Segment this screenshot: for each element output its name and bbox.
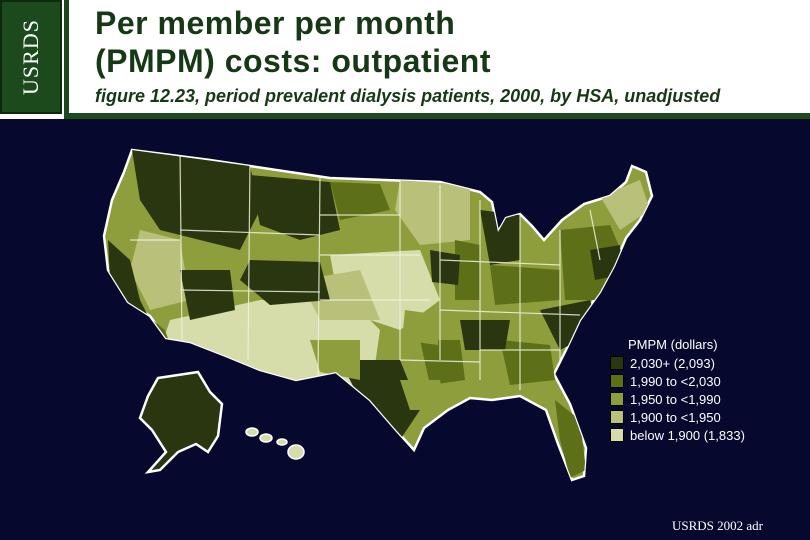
hsa-region-michigan <box>480 210 520 265</box>
alaska-map <box>138 370 224 474</box>
footer-credit: USRDS 2002 adr <box>672 518 764 533</box>
hsa-region-great-basin-dark <box>180 270 235 320</box>
hsa-region-northwest <box>132 150 260 250</box>
legend-label: 2,030+ (2,093) <box>630 355 715 371</box>
usrds-logo: USRDS <box>0 0 62 114</box>
hsa-region-mississippi <box>420 340 465 385</box>
conus-map <box>102 148 654 482</box>
header-vertical-rule <box>64 0 69 119</box>
legend-swatch <box>610 374 624 388</box>
legend-item: 1,900 to <1,950 <box>610 408 745 426</box>
header: USRDS Per member per month (PMPM) costs:… <box>0 0 810 119</box>
hsa-region-arkansas <box>402 310 440 345</box>
legend-swatch <box>610 428 624 442</box>
hawaii-island-1 <box>245 427 259 437</box>
legend-item: 2,030+ (2,093) <box>610 354 745 372</box>
alaska-shape <box>138 370 224 474</box>
hsa-region-texas-central <box>310 340 360 380</box>
hsa-region-ohio-valley <box>490 265 560 305</box>
hsa-region-great-basin <box>130 230 190 310</box>
state-borders <box>130 150 601 390</box>
header-horizontal-rule <box>64 113 810 119</box>
legend-swatch <box>610 410 624 424</box>
legend-item: 1,990 to <2,030 <box>610 372 745 390</box>
hsa-region-wyoming <box>240 260 330 305</box>
map-legend: PMPM (dollars) 2,030+ (2,093) 1,990 to <… <box>610 336 745 444</box>
legend-label: below 1,900 (1,833) <box>630 427 745 443</box>
title-line-1: Per member per month <box>95 5 456 41</box>
page-title: Per member per month (PMPM) costs: outpa… <box>95 4 615 80</box>
hawaii-map <box>245 427 305 460</box>
legend-items: 2,030+ (2,093) 1,990 to <2,030 1,950 to … <box>610 354 745 444</box>
legend-swatch <box>610 392 624 406</box>
title-line-2: (PMPM) costs: outpatient <box>95 43 491 79</box>
figure-subtitle: figure 12.23, period prevalent dialysis … <box>95 86 721 106</box>
legend-title: PMPM (dollars) <box>628 337 718 352</box>
hsa-region-northern-rockies <box>250 175 340 240</box>
logo-text: USRDS <box>18 19 43 95</box>
legend-label: 1,990 to <2,030 <box>630 373 721 389</box>
hawaii-island-4 <box>287 444 305 460</box>
hsa-region-georgia <box>500 340 555 385</box>
legend-item: 1,950 to <1,990 <box>610 390 745 408</box>
hsa-region-northeast-coast <box>590 245 620 280</box>
hsa-region-north-dakota <box>330 182 390 220</box>
hsa-region-midwest-patch <box>430 250 460 285</box>
us-hsa-map <box>102 148 654 482</box>
hsa-region-louisiana <box>400 380 445 410</box>
legend-item: below 1,900 (1,833) <box>610 426 745 444</box>
hsa-region-tennessee <box>460 320 510 350</box>
hawaii-island-2 <box>259 433 273 443</box>
legend-swatch <box>610 356 624 370</box>
hawaii-island-3 <box>276 438 288 446</box>
hsa-region-illinois <box>455 240 480 300</box>
legend-label: 1,950 to <1,990 <box>630 391 721 407</box>
hsa-region-upper-midwest <box>395 180 470 245</box>
legend-label: 1,900 to <1,950 <box>630 409 721 425</box>
